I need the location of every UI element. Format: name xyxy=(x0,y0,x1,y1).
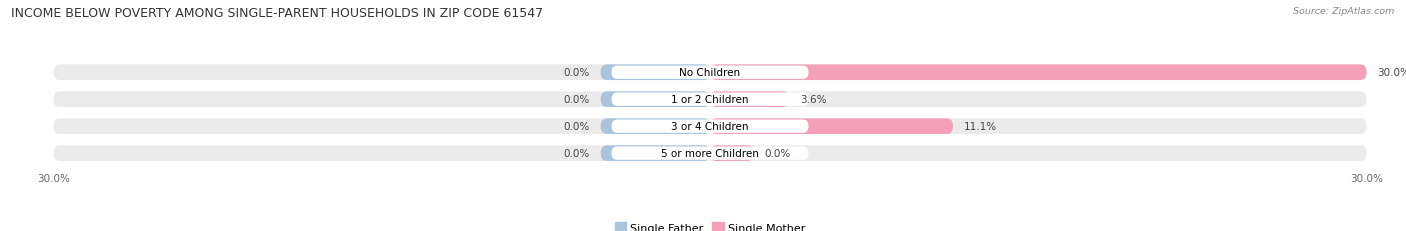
Text: 5 or more Children: 5 or more Children xyxy=(661,149,759,158)
FancyBboxPatch shape xyxy=(710,119,953,134)
Text: 0.0%: 0.0% xyxy=(564,68,589,78)
Text: 0.0%: 0.0% xyxy=(765,149,792,158)
FancyBboxPatch shape xyxy=(53,65,1367,81)
Text: 0.0%: 0.0% xyxy=(564,95,589,105)
FancyBboxPatch shape xyxy=(53,146,1367,161)
Text: 11.1%: 11.1% xyxy=(965,122,997,132)
FancyBboxPatch shape xyxy=(612,120,808,133)
Text: 3.6%: 3.6% xyxy=(800,95,827,105)
FancyBboxPatch shape xyxy=(710,92,789,108)
FancyBboxPatch shape xyxy=(710,146,754,161)
Text: Source: ZipAtlas.com: Source: ZipAtlas.com xyxy=(1294,7,1395,16)
Text: INCOME BELOW POVERTY AMONG SINGLE-PARENT HOUSEHOLDS IN ZIP CODE 61547: INCOME BELOW POVERTY AMONG SINGLE-PARENT… xyxy=(11,7,543,20)
FancyBboxPatch shape xyxy=(612,66,808,79)
FancyBboxPatch shape xyxy=(600,65,710,81)
FancyBboxPatch shape xyxy=(600,92,710,108)
Text: 1 or 2 Children: 1 or 2 Children xyxy=(671,95,749,105)
FancyBboxPatch shape xyxy=(710,65,1367,81)
Legend: Single Father, Single Mother: Single Father, Single Mother xyxy=(610,218,810,231)
FancyBboxPatch shape xyxy=(612,93,808,106)
FancyBboxPatch shape xyxy=(53,92,1367,108)
Text: 30.0%: 30.0% xyxy=(1378,68,1406,78)
Text: No Children: No Children xyxy=(679,68,741,78)
Text: 0.0%: 0.0% xyxy=(564,149,589,158)
FancyBboxPatch shape xyxy=(53,119,1367,134)
Text: 3 or 4 Children: 3 or 4 Children xyxy=(671,122,749,132)
Text: 0.0%: 0.0% xyxy=(564,122,589,132)
FancyBboxPatch shape xyxy=(600,119,710,134)
FancyBboxPatch shape xyxy=(600,146,710,161)
FancyBboxPatch shape xyxy=(612,147,808,160)
